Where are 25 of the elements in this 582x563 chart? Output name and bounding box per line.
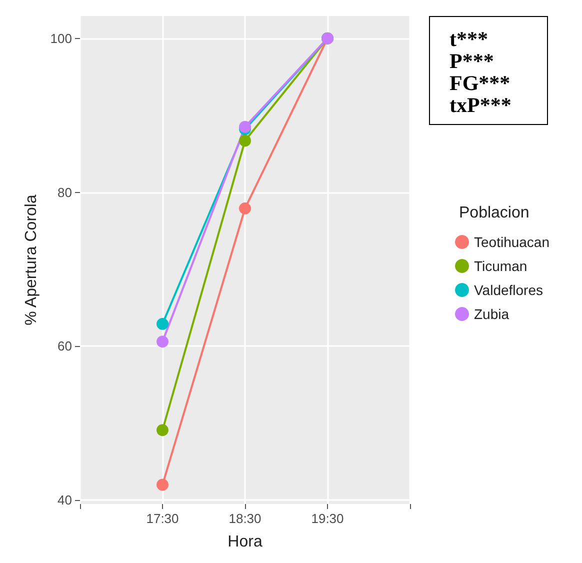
- text: t***: [450, 27, 488, 51]
- y-tick-label: 40: [58, 492, 72, 508]
- point: [239, 202, 251, 214]
- legend-label: Ticuman: [474, 258, 528, 274]
- x-tick-label: 18:30: [228, 511, 262, 526]
- point: [156, 478, 168, 491]
- point: [156, 424, 168, 436]
- x-tick-label: 17:30: [146, 511, 179, 526]
- legend-label: Teotihuacan: [474, 234, 550, 250]
- legend-label: Zubia: [474, 306, 510, 322]
- text: txP***: [450, 93, 512, 117]
- point: [156, 336, 168, 348]
- y-axis-title: % Apertura Corola: [22, 194, 40, 326]
- text: FG***: [450, 71, 510, 95]
- x-tick-label: 19:30: [311, 511, 344, 526]
- legend-title: Poblacion: [459, 204, 530, 222]
- point: [239, 120, 251, 133]
- point: [239, 134, 251, 147]
- y-tick-label: 60: [58, 338, 72, 354]
- point: [156, 318, 168, 330]
- legend-label: Valdeflores: [474, 282, 544, 298]
- y-tick-label: 100: [50, 30, 72, 46]
- y-tick-label: 80: [58, 184, 72, 200]
- text: P***: [450, 49, 494, 73]
- x-axis-title: Hora: [228, 534, 262, 550]
